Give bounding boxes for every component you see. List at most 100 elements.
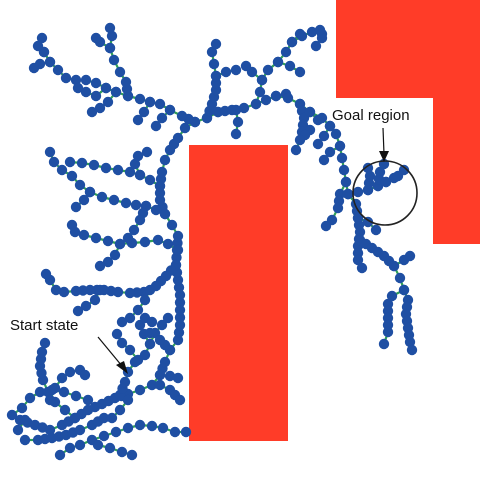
tree-node <box>139 294 151 306</box>
tree-node <box>404 336 416 348</box>
tree-node <box>139 236 151 248</box>
tree-node <box>134 214 146 226</box>
tree-node <box>144 174 156 186</box>
tree-node <box>356 262 368 274</box>
tree-node <box>406 344 418 356</box>
obstacle-top-right-lower <box>433 96 480 244</box>
tree-node <box>336 152 348 164</box>
tree-node <box>316 32 328 44</box>
tree-node <box>112 164 124 176</box>
tree-node <box>208 58 220 70</box>
tree-node <box>210 70 222 82</box>
tree-node <box>210 38 222 50</box>
tree-node <box>108 194 120 206</box>
tree-node <box>306 26 318 38</box>
tree-node <box>232 116 244 128</box>
tree-node <box>290 144 302 156</box>
tree-node <box>12 424 24 436</box>
tree-node <box>134 384 146 396</box>
tree-node <box>116 316 128 328</box>
tree-node <box>129 158 141 170</box>
tree-node <box>132 304 144 316</box>
tree-node <box>49 382 61 394</box>
tree-node <box>172 244 184 256</box>
tree-node <box>132 354 144 366</box>
tree-node <box>94 102 106 114</box>
tree-node <box>104 442 116 454</box>
tree-node <box>52 64 64 76</box>
tree-node <box>90 90 102 102</box>
tree-node <box>98 430 110 442</box>
tree-node <box>146 316 158 328</box>
tree-node <box>134 419 146 431</box>
tree-node <box>54 449 66 461</box>
tree-node <box>270 90 282 102</box>
tree-node <box>84 186 96 198</box>
tree-node <box>86 106 98 118</box>
tree-node <box>172 230 184 242</box>
tree-node <box>119 376 131 388</box>
tree-node <box>332 202 344 214</box>
tree-node <box>172 132 184 144</box>
tree-node <box>382 326 394 338</box>
tree-node <box>60 72 72 84</box>
tree-node <box>380 176 392 188</box>
tree-node <box>76 157 88 169</box>
tree-node <box>78 194 90 206</box>
tree-node <box>304 106 316 118</box>
tree-node <box>34 386 46 398</box>
tree-node <box>96 191 108 203</box>
tree-node <box>100 82 112 94</box>
tree-node <box>320 220 332 232</box>
tree-node <box>74 439 86 451</box>
tree-node <box>58 386 70 398</box>
tree-node <box>157 422 169 434</box>
tree-node <box>80 74 92 86</box>
tree-node <box>56 372 68 384</box>
tree-node <box>174 394 186 406</box>
tree-node <box>362 216 374 228</box>
tree-node <box>280 46 292 58</box>
tree-node <box>134 93 146 105</box>
tree-node <box>89 294 101 306</box>
tree-node <box>108 54 120 66</box>
tree-node <box>154 334 166 346</box>
tree-node <box>74 179 86 191</box>
tree-node <box>362 162 374 174</box>
tree-node <box>364 170 376 182</box>
tree-node <box>159 208 171 220</box>
tree-node <box>36 346 48 358</box>
tree-node <box>310 40 322 52</box>
tree-node <box>174 319 186 331</box>
tree-node <box>156 166 168 178</box>
tree-node <box>94 260 106 272</box>
tree-node <box>166 219 178 231</box>
tree-node <box>206 46 218 58</box>
tree-node <box>378 338 390 350</box>
tree-node <box>124 287 136 299</box>
tree-node <box>144 284 156 296</box>
tree-node <box>102 235 114 247</box>
tree-node <box>78 229 90 241</box>
tree-node <box>318 154 330 166</box>
tree-node <box>110 426 122 438</box>
tree-node <box>122 422 134 434</box>
tree-node <box>70 285 82 297</box>
tree-node <box>59 404 71 416</box>
tree-node <box>72 82 84 94</box>
tree-node <box>24 392 36 404</box>
tree-node <box>28 62 40 74</box>
tree-node <box>240 60 252 72</box>
tree-node <box>388 260 400 272</box>
tree-node <box>144 327 156 339</box>
tree-node <box>124 344 136 356</box>
tree-node <box>352 254 364 266</box>
tree-node <box>398 164 410 176</box>
tree-node <box>152 234 164 246</box>
tree-node <box>250 98 262 110</box>
tree-node <box>144 96 156 108</box>
tree-node <box>146 379 158 391</box>
goal-region-circle <box>352 160 418 226</box>
tree-node <box>318 130 330 142</box>
